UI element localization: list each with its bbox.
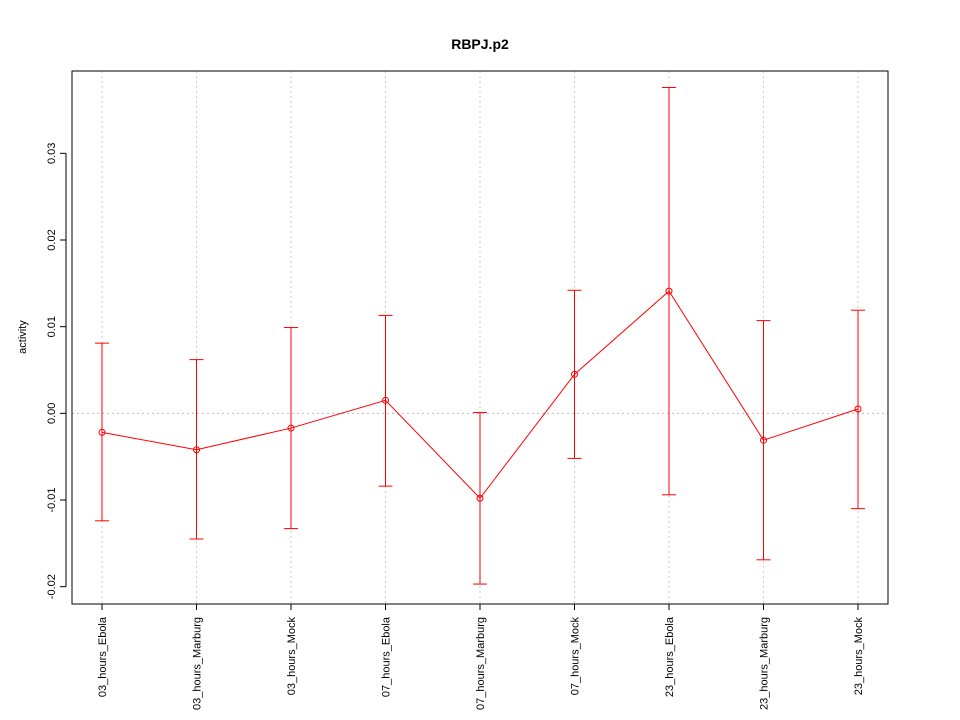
data-point bbox=[382, 396, 389, 404]
data-point bbox=[665, 287, 673, 295]
y-tick-label: 0.02 bbox=[46, 229, 58, 250]
y-tick-label: 0.03 bbox=[46, 143, 58, 164]
y-tick-label: -0.01 bbox=[46, 487, 58, 512]
x-tick-label: 07_hours_Ebola bbox=[381, 616, 393, 697]
data-point bbox=[760, 436, 767, 444]
chart-title: RBPJ.p2 bbox=[451, 36, 509, 52]
data-point bbox=[854, 405, 862, 413]
x-tick-label: 23_hours_Mock bbox=[853, 617, 865, 696]
y-tick-label: 0.01 bbox=[46, 316, 58, 337]
data-point bbox=[193, 446, 200, 454]
data-point bbox=[476, 494, 484, 502]
x-tick-label: 07_hours_Marburg bbox=[475, 617, 487, 710]
y-tick-label: -0.02 bbox=[46, 574, 58, 599]
x-tick-label: 03_hours_Mock bbox=[286, 617, 298, 696]
series-line bbox=[101, 290, 859, 500]
x-axis: 03_hours_Ebola 03_hours_Marburg 03_hours_M… bbox=[97, 603, 865, 710]
x-tick-label: 07_hours_Mock bbox=[570, 617, 582, 696]
data-point bbox=[98, 428, 106, 436]
y-axis-label: activity bbox=[17, 320, 29, 354]
data-point bbox=[287, 424, 295, 432]
y-axis: -0.02 -0.01 0.00 0.01 0.02 0.03 bbox=[46, 143, 67, 599]
y-tick-label: 0.00 bbox=[46, 403, 58, 424]
x-tick-label: 03_hours_Marburg bbox=[192, 617, 204, 710]
series-group bbox=[95, 86, 865, 585]
data-point bbox=[571, 370, 578, 378]
x-tick-label: 03_hours_Ebola bbox=[97, 616, 109, 697]
x-tick-label: 23_hours_Marburg bbox=[759, 617, 771, 710]
x-tick-label: 23_hours_Ebola bbox=[664, 616, 676, 697]
